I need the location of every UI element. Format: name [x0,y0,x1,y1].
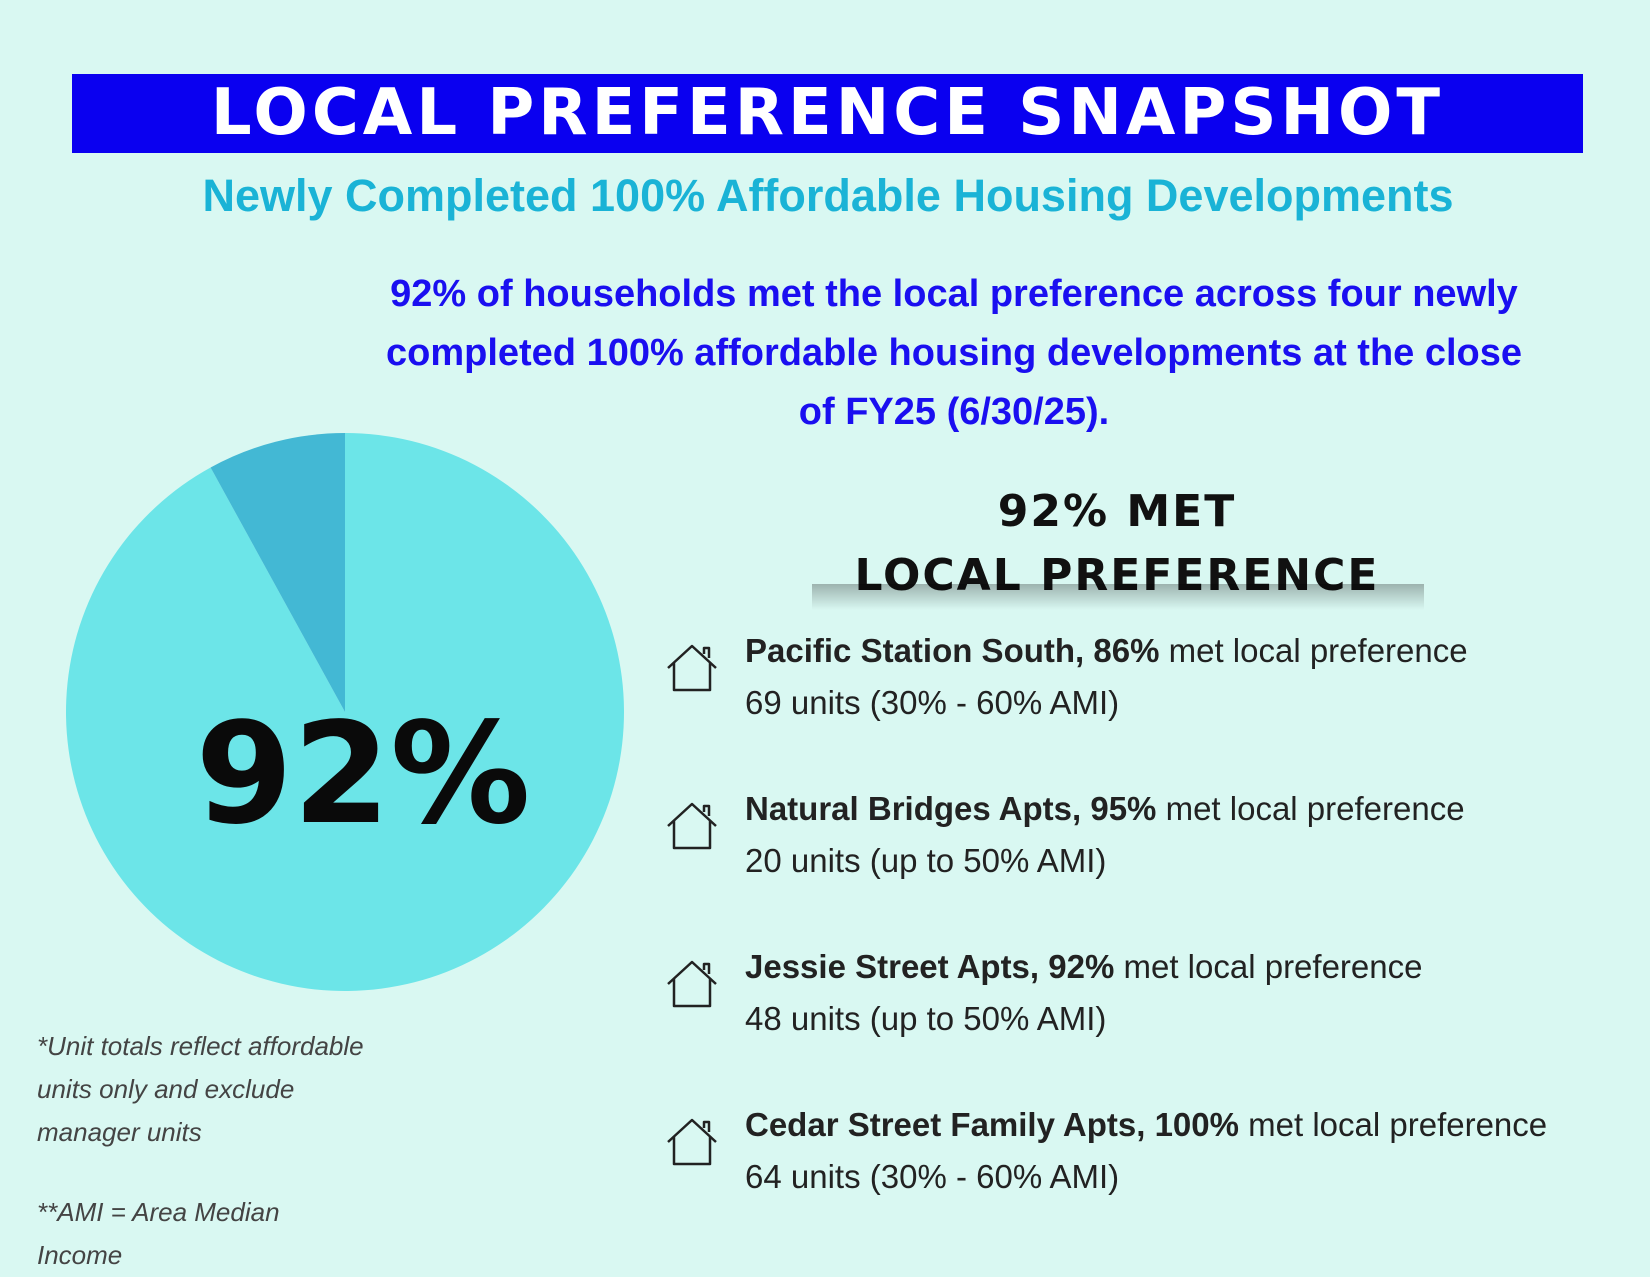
summary: 92% of households met the local preferen… [385,273,1523,433]
pie-slice [66,433,625,991]
development-name: Natural Bridges Apts, [745,790,1082,827]
pie-slice [210,433,345,712]
development: Jessie Street Apts, 92% met local prefer… [660,944,1650,1102]
note: *Unit totals reflect affordable units on… [37,1031,364,1147]
development-name: Pacific Station South, [745,632,1085,669]
development-rate: 92% [1048,948,1115,985]
pie-chart: 92% [66,433,625,991]
notes: *Unit totals reflect affordable units on… [37,1025,367,1277]
pie-value-label: 92% [195,693,530,856]
heading: 92% MET LOCAL PREFERENCE [800,480,1434,608]
development-line: Cedar Street Family Apts, 100% met local… [745,1106,1547,1144]
heading-shadow [812,584,1424,610]
development-units: 69 units (30% - 60% AMI) [745,684,1120,721]
house-icon [667,802,717,850]
development-text: met local preference [1248,1106,1548,1143]
development-name: Jessie Street Apts, [745,948,1040,985]
house-icon [667,644,717,692]
development-line: Jessie Street Apts, 92% met local prefer… [745,948,1422,986]
heading-line: 92% MET [997,486,1237,537]
development-text: met local preference [1168,632,1468,669]
development-units: 20 units (up to 50% AMI) [745,842,1107,879]
house-icon [667,960,717,1008]
development-list: Pacific Station South, 86% met local pre… [660,628,1650,1260]
development-units: 64 units (30% - 60% AMI) [745,1158,1120,1195]
development-rate: 95% [1090,790,1157,827]
development-line: Pacific Station South, 86% met local pre… [745,632,1468,670]
note: **AMI = Area Median Income [37,1197,280,1270]
development-text: met local preference [1165,790,1465,827]
development-rate: 100% [1154,1106,1239,1143]
development: Cedar Street Family Apts, 100% met local… [660,1102,1650,1260]
heading-line: LOCAL PREFERENCE [854,550,1380,601]
development: Natural Bridges Apts, 95% met local pref… [660,786,1650,944]
house-icon [667,1118,717,1166]
development-rate: 86% [1093,632,1160,669]
development-line: Natural Bridges Apts, 95% met local pref… [745,790,1465,828]
development-name: Cedar Street Family Apts, [745,1106,1146,1143]
subtitle: Newly Completed 100% Affordable Housing … [202,170,1454,221]
development-text: met local preference [1123,948,1423,985]
development-units: 48 units (up to 50% AMI) [745,1000,1107,1037]
development: Pacific Station South, 86% met local pre… [660,628,1650,786]
title: LOCAL PREFERENCE SNAPSHOT [72,74,1583,153]
